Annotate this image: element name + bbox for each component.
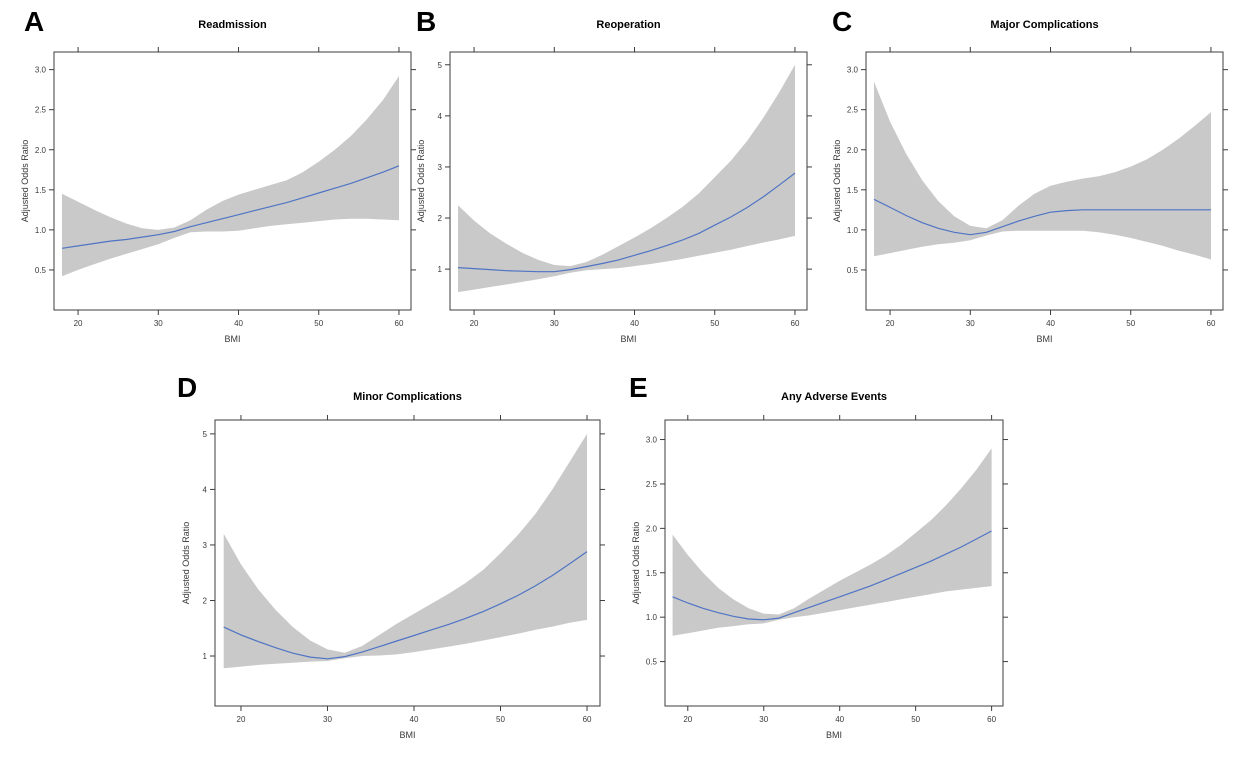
panel-title: Major Complications: [990, 19, 1098, 31]
y-tick-label: 0.5: [847, 266, 859, 275]
y-tick-label: 1.5: [35, 186, 47, 195]
y-tick-label: 2: [438, 214, 443, 223]
x-tick-label: 60: [395, 319, 404, 328]
y-axis-label: Adjusted Odds Ratio: [631, 522, 641, 605]
minor-complications-chart: 20 30 40 50 60 1 2 3 4 5 Minor Complications BMI Adj…: [181, 391, 605, 740]
major-complications-chart: 20 30 40 50 60 0.5 1.0 1.5 2.0 2.5 3.0 Major Compli…: [832, 19, 1228, 344]
x-tick-label: 60: [1207, 319, 1216, 328]
y-tick-label: 1.5: [847, 186, 859, 195]
x-tick-label: 40: [410, 715, 419, 724]
x-tick-label: 50: [496, 715, 505, 724]
y-tick-label: 2: [203, 596, 208, 605]
x-tick-label: 30: [550, 319, 559, 328]
plot-border: [449, 51, 808, 311]
y-tick-label: 5: [203, 430, 208, 439]
y-tick-label: 3: [438, 163, 443, 172]
panel-letter-d: D: [177, 372, 198, 403]
y-axis-label: Adjusted Odds Ratio: [181, 522, 191, 605]
y-tick-label: 2.5: [847, 106, 859, 115]
panel-title: Any Adverse Events: [781, 391, 887, 403]
y-tick-label: 1: [438, 265, 443, 274]
confidence-band: [874, 81, 1211, 260]
y-tick-label: 1.0: [847, 226, 859, 235]
y-axis-label: Adjusted Odds Ratio: [832, 140, 842, 223]
y-tick-label: 3: [203, 541, 208, 550]
plot-border: [53, 51, 412, 311]
x-tick-label: 60: [583, 715, 592, 724]
x-tick-label: 40: [234, 319, 243, 328]
confidence-band: [223, 433, 587, 669]
confidence-band: [672, 448, 992, 636]
x-tick-label: 20: [886, 319, 895, 328]
y-tick-label: 5: [438, 61, 443, 70]
x-tick-label: 50: [911, 715, 920, 724]
y-tick-label: 2.0: [646, 524, 658, 533]
plot-border: [865, 51, 1224, 311]
panel-letter-e: E: [629, 372, 648, 403]
x-axis-label: BMI: [826, 730, 842, 740]
x-axis-label: BMI: [1036, 334, 1052, 344]
odds-ratio-line: [223, 551, 588, 660]
x-tick-label: 30: [966, 319, 975, 328]
odds-ratio-line: [61, 165, 400, 249]
y-tick-label: 3.0: [35, 66, 47, 75]
panel-title: Reoperation: [596, 19, 660, 31]
panel-b-reoperation: B 20 30 40 50 60 1 2 3 4 5 Reoperation BMI Adjusted …: [412, 6, 812, 358]
x-tick-label: 20: [237, 715, 246, 724]
x-tick-label: 40: [630, 319, 639, 328]
y-tick-label: 4: [203, 485, 208, 494]
x-tick-label: 60: [987, 715, 996, 724]
confidence-band: [458, 64, 795, 293]
panel-letter-b: B: [416, 6, 437, 37]
y-tick-label: 3.0: [847, 66, 859, 75]
y-tick-label: 3.0: [646, 436, 658, 445]
panel-title: Readmission: [198, 19, 267, 31]
plot-border: [664, 419, 1004, 707]
reoperation-chart: 20 30 40 50 60 1 2 3 4 5 Reoperation BMI Adjusted Od…: [416, 19, 812, 344]
x-axis-label: BMI: [399, 730, 415, 740]
y-tick-label: 1.0: [646, 613, 658, 622]
x-tick-label: 20: [470, 319, 479, 328]
x-tick-label: 30: [154, 319, 163, 328]
y-tick-label: 2.0: [35, 146, 47, 155]
y-axis-label: Adjusted Odds Ratio: [416, 140, 426, 223]
x-tick-label: 20: [683, 715, 692, 724]
x-axis-label: BMI: [224, 334, 240, 344]
odds-ratio-line: [457, 172, 796, 273]
x-tick-label: 50: [1126, 319, 1135, 328]
x-tick-label: 40: [1046, 319, 1055, 328]
y-tick-label: 2.5: [646, 480, 658, 489]
y-tick-label: 1.5: [646, 569, 658, 578]
y-tick-label: 1: [203, 652, 208, 661]
y-tick-label: 2.5: [35, 106, 47, 115]
panel-letter-c: C: [832, 6, 853, 37]
confidence-band: [62, 76, 399, 277]
x-tick-label: 50: [710, 319, 719, 328]
panel-d-minor-complications: D 20 30 40 50 60 1 2 3 4 5 Minor Complications BMI A…: [170, 366, 618, 758]
y-tick-label: 0.5: [646, 658, 658, 667]
y-tick-label: 2.0: [847, 146, 859, 155]
x-tick-label: 30: [323, 715, 332, 724]
plot-border: [214, 419, 601, 707]
y-tick-label: 0.5: [35, 266, 47, 275]
y-axis-label: Adjusted Odds Ratio: [20, 140, 30, 223]
x-axis-label: BMI: [620, 334, 636, 344]
y-tick-label: 4: [438, 112, 443, 121]
panel-a-readmission: A 20 30 40 50 60 0.5 1.0 1.5 2.0 2.5 3.0 Readmissio…: [16, 6, 416, 358]
panel-c-major-complications: C 20 30 40 50 60 0.5 1.0 1.5 2.0 2.5 3.0 Major Comp…: [828, 6, 1228, 358]
panel-title: Minor Complications: [353, 391, 462, 403]
any-adverse-events-chart: 20 30 40 50 60 0.5 1.0 1.5 2.0 2.5 3.0 Any Adverse …: [631, 391, 1008, 740]
x-tick-label: 20: [74, 319, 83, 328]
x-tick-label: 50: [314, 319, 323, 328]
x-tick-label: 40: [835, 715, 844, 724]
odds-ratio-line: [672, 530, 992, 621]
panel-e-any-adverse-events: E 20 30 40 50 60 0.5 1.0 1.5 2.0 2.5 3.0 Any Advers…: [622, 366, 1017, 758]
readmission-chart: 20 30 40 50 60 0.5 1.0 1.5 2.0 2.5 3.0 Readmission B…: [20, 19, 416, 344]
x-tick-label: 60: [791, 319, 800, 328]
odds-ratio-line: [873, 198, 1211, 236]
x-tick-label: 30: [759, 715, 768, 724]
y-tick-label: 1.0: [35, 226, 47, 235]
panel-letter-a: A: [24, 6, 45, 37]
